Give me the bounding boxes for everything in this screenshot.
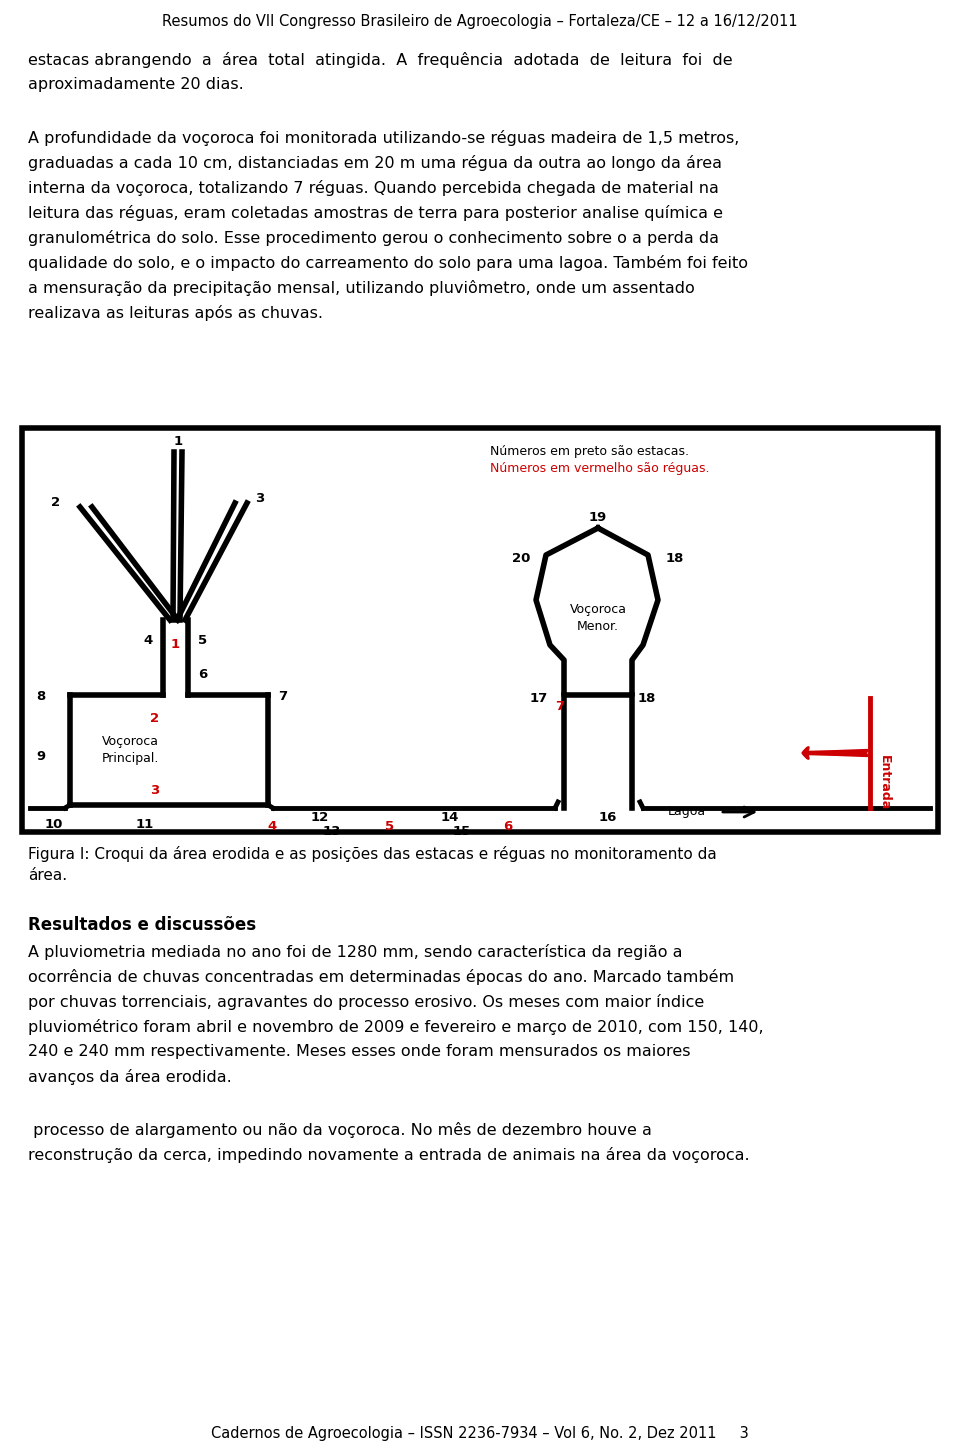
Text: ocorrência de chuvas concentradas em determinadas épocas do ano. Marcado também: ocorrência de chuvas concentradas em det…: [28, 969, 734, 985]
Text: A pluviometria mediada no ano foi de 1280 mm, sendo característica da região a: A pluviometria mediada no ano foi de 128…: [28, 944, 683, 960]
Text: 1: 1: [174, 435, 182, 448]
Text: avanços da área erodida.: avanços da área erodida.: [28, 1069, 231, 1084]
Text: 4: 4: [268, 820, 276, 833]
Text: 7: 7: [555, 700, 564, 713]
Text: aproximadamente 20 dias.: aproximadamente 20 dias.: [28, 77, 244, 92]
Text: 13: 13: [323, 825, 341, 838]
Text: 6: 6: [503, 820, 513, 833]
Text: 18: 18: [638, 692, 657, 705]
Text: Voçoroca
Menor.: Voçoroca Menor.: [569, 604, 627, 632]
Text: 2: 2: [51, 497, 60, 510]
Text: a mensuração da precipitação mensal, utilizando pluviômetro, onde um assentado: a mensuração da precipitação mensal, uti…: [28, 280, 695, 296]
Text: 5: 5: [198, 634, 207, 647]
Text: 3: 3: [255, 491, 264, 504]
Text: 12: 12: [311, 812, 329, 825]
Text: 11: 11: [136, 817, 155, 830]
Text: 14: 14: [441, 812, 459, 825]
Text: 1: 1: [171, 638, 180, 651]
Text: processo de alargamento ou não da voçoroca. No mês de dezembro houve a: processo de alargamento ou não da voçoro…: [28, 1122, 652, 1138]
Text: leitura das réguas, eram coletadas amostras de terra para posterior analise quím: leitura das réguas, eram coletadas amost…: [28, 205, 723, 221]
Text: 9: 9: [36, 751, 45, 764]
Text: Números em preto são estacas.: Números em preto são estacas.: [490, 445, 689, 458]
Text: 4: 4: [144, 634, 153, 647]
Text: 2: 2: [151, 712, 159, 725]
Text: pluviométrico foram abril e novembro de 2009 e fevereiro e março de 2010, com 15: pluviométrico foram abril e novembro de …: [28, 1019, 763, 1035]
Text: Lagoa: Lagoa: [668, 806, 707, 819]
Text: A profundidade da voçoroca foi monitorada utilizando-se réguas madeira de 1,5 me: A profundidade da voçoroca foi monitorad…: [28, 130, 739, 146]
Text: Cadernos de Agroecologia – ISSN 2236-7934 – Vol 6, No. 2, Dez 2011     3: Cadernos de Agroecologia – ISSN 2236-793…: [211, 1427, 749, 1441]
Text: Resultados e discussões: Resultados e discussões: [28, 915, 256, 934]
Text: qualidade do solo, e o impacto do carreamento do solo para uma lagoa. Também foi: qualidade do solo, e o impacto do carrea…: [28, 256, 748, 271]
Text: Resumos do VII Congresso Brasileiro de Agroecologia – Fortaleza/CE – 12 a 16/12/: Resumos do VII Congresso Brasileiro de A…: [162, 14, 798, 29]
Text: 3: 3: [151, 784, 159, 797]
Text: Figura I: Croqui da área erodida e as posições das estacas e réguas no monitoram: Figura I: Croqui da área erodida e as po…: [28, 846, 717, 862]
Text: 15: 15: [453, 825, 471, 838]
Text: 16: 16: [599, 812, 617, 825]
Text: 20: 20: [512, 552, 530, 565]
Text: 6: 6: [198, 669, 207, 682]
Text: graduadas a cada 10 cm, distanciadas em 20 m uma régua da outra ao longo da área: graduadas a cada 10 cm, distanciadas em …: [28, 155, 722, 170]
Text: 17: 17: [530, 692, 548, 705]
Text: realizava as leituras após as chuvas.: realizava as leituras após as chuvas.: [28, 305, 323, 321]
Text: interna da voçoroca, totalizando 7 réguas. Quando percebida chegada de material : interna da voçoroca, totalizando 7 régua…: [28, 180, 719, 196]
Text: 18: 18: [666, 552, 684, 565]
Text: Entrada: Entrada: [877, 755, 891, 810]
Bar: [22, 427, 938, 832]
Text: 5: 5: [385, 820, 395, 833]
Text: área.: área.: [28, 868, 67, 882]
Text: 10: 10: [45, 817, 63, 830]
Text: granulométrica do solo. Esse procedimento gerou o conhecimento sobre o a perda d: granulométrica do solo. Esse procediment…: [28, 230, 719, 245]
Text: 7: 7: [278, 690, 287, 703]
Text: por chuvas torrenciais, agravantes do processo erosivo. Os meses com maior índic: por chuvas torrenciais, agravantes do pr…: [28, 993, 705, 1009]
Text: 240 e 240 mm respectivamente. Meses esses onde foram mensurados os maiores: 240 e 240 mm respectivamente. Meses esse…: [28, 1044, 690, 1058]
Text: Números em vermelho são réguas.: Números em vermelho são réguas.: [490, 462, 709, 475]
Text: estacas abrangendo  a  área  total  atingida.  A  frequência  adotada  de  leitu: estacas abrangendo a área total atingida…: [28, 52, 732, 68]
Text: reconstrução da cerca, impedindo novamente a entrada de animais na área da voçor: reconstrução da cerca, impedindo novamen…: [28, 1147, 750, 1162]
Text: 8: 8: [36, 690, 45, 703]
Text: 19: 19: [588, 511, 607, 524]
Text: Voçoroca
Principal.: Voçoroca Principal.: [102, 735, 158, 765]
